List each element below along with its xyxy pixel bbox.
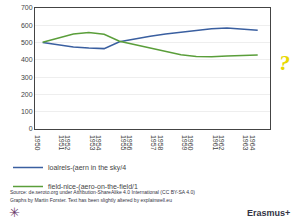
svg-text:field-nice-(aero-on-the-field/: field-nice-(aero-on-the-field/1: [48, 183, 138, 191]
svg-text:✳: ✳: [9, 205, 20, 220]
svg-text:1961: 1961: [203, 135, 219, 151]
svg-text:1964: 1964: [249, 135, 265, 151]
svg-text:Source: de.seroto.org under At: Source: de.seroto.org under Attribution-…: [10, 189, 195, 195]
svg-text:1957: 1957: [141, 135, 157, 151]
svg-text:100: 100: [21, 108, 33, 115]
svg-text:?: ?: [279, 50, 290, 75]
svg-text:1955: 1955: [110, 135, 126, 151]
svg-text:1963: 1963: [233, 135, 249, 151]
svg-text:1960: 1960: [187, 135, 203, 151]
svg-text:1958: 1958: [157, 135, 173, 151]
svg-text:1962: 1962: [218, 135, 234, 151]
svg-text:Erasmus+: Erasmus+: [247, 208, 290, 218]
svg-text:1954: 1954: [95, 135, 111, 151]
svg-text:Graphs by Martin Forster. Text: Graphs by Martin Forster. Text has been …: [10, 197, 172, 203]
svg-text:400: 400: [21, 56, 33, 63]
svg-text:300: 300: [21, 74, 33, 81]
svg-text:1951: 1951: [49, 135, 65, 151]
svg-text:600: 600: [21, 22, 33, 29]
svg-text:1953: 1953: [80, 135, 96, 151]
svg-text:1952: 1952: [64, 135, 80, 151]
svg-text:700: 700: [21, 4, 33, 11]
svg-text:0: 0: [29, 125, 33, 132]
svg-text:1950: 1950: [34, 135, 50, 151]
svg-text:1956: 1956: [126, 135, 142, 151]
svg-text:500: 500: [21, 39, 33, 46]
svg-text:1959: 1959: [172, 135, 188, 151]
svg-text:200: 200: [21, 91, 33, 98]
svg-text:loalrels-(aern in the sky/4: loalrels-(aern in the sky/4: [48, 164, 126, 172]
